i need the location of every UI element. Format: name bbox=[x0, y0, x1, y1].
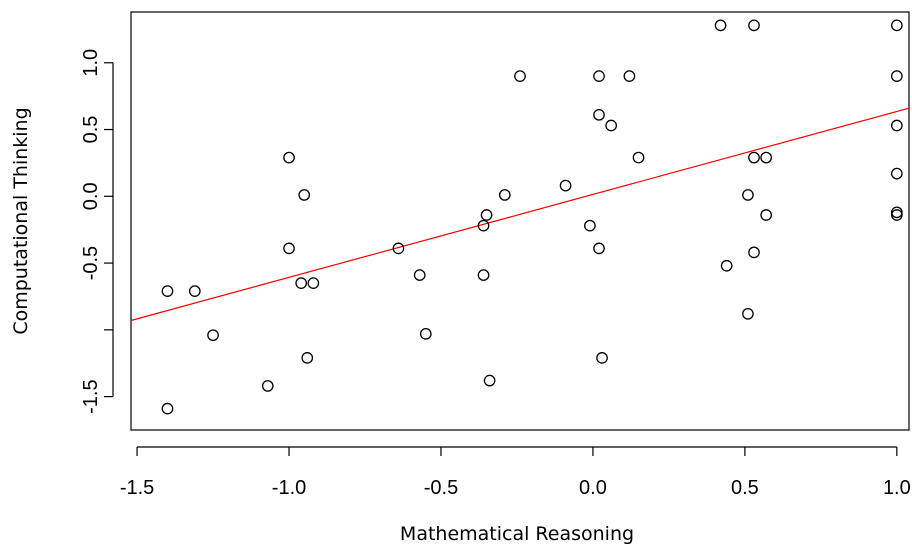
data-point bbox=[748, 19, 760, 32]
data-point bbox=[419, 327, 432, 340]
data-point bbox=[283, 242, 295, 255]
data-point bbox=[161, 285, 174, 297]
data-point bbox=[483, 374, 496, 387]
data-point bbox=[301, 352, 314, 364]
data-point bbox=[632, 151, 645, 164]
x-tick-label: 0.0 bbox=[579, 477, 607, 499]
data-point bbox=[720, 259, 733, 272]
data-point bbox=[161, 402, 174, 415]
data-point bbox=[742, 189, 754, 201]
data-point bbox=[596, 352, 608, 364]
data-point bbox=[760, 209, 773, 221]
data-point bbox=[477, 269, 490, 281]
x-tick-label: 1.0 bbox=[883, 477, 911, 499]
data-point bbox=[605, 119, 618, 132]
data-point bbox=[207, 329, 219, 342]
y-axis-title: Computational Thinking bbox=[10, 107, 32, 334]
data-point bbox=[480, 209, 493, 221]
data-point bbox=[298, 189, 311, 201]
data-point bbox=[307, 277, 320, 289]
y-tick-label: -0.5 bbox=[80, 246, 102, 280]
data-point bbox=[283, 151, 295, 164]
data-point bbox=[890, 209, 903, 221]
x-tick-label: -0.5 bbox=[424, 477, 458, 499]
regression-line bbox=[130, 107, 910, 322]
data-point bbox=[593, 108, 605, 121]
data-point bbox=[584, 219, 596, 232]
data-point bbox=[498, 189, 511, 201]
y-tick-label: 1.0 bbox=[80, 49, 102, 77]
data-point bbox=[514, 70, 526, 82]
x-tick-label: 0.5 bbox=[731, 477, 759, 499]
plot-frame bbox=[130, 11, 910, 431]
data-point bbox=[559, 179, 572, 192]
data-point bbox=[748, 151, 760, 164]
data-point bbox=[890, 70, 903, 82]
data-point bbox=[890, 119, 903, 132]
data-point bbox=[477, 219, 490, 232]
data-point bbox=[623, 70, 636, 82]
x-tick-label: -1.0 bbox=[272, 477, 306, 499]
data-point bbox=[593, 70, 605, 82]
data-point bbox=[295, 277, 308, 289]
x-axis-title: Mathematical Reasoning bbox=[400, 523, 634, 545]
data-point bbox=[188, 285, 201, 297]
data-point bbox=[760, 151, 773, 164]
data-point bbox=[890, 19, 903, 32]
y-tick-label: 0.0 bbox=[80, 182, 102, 210]
data-point bbox=[890, 206, 903, 219]
data-point bbox=[742, 307, 754, 320]
data-point bbox=[392, 242, 405, 255]
data-point bbox=[593, 242, 605, 255]
data-point bbox=[413, 269, 426, 281]
data-point bbox=[261, 380, 274, 392]
x-tick-label: -1.5 bbox=[120, 477, 154, 499]
data-point bbox=[748, 246, 760, 259]
data-point bbox=[714, 19, 727, 32]
data-point bbox=[890, 167, 903, 180]
y-tick-label: -1.5 bbox=[80, 379, 102, 413]
y-tick-label: 0.5 bbox=[80, 116, 102, 144]
